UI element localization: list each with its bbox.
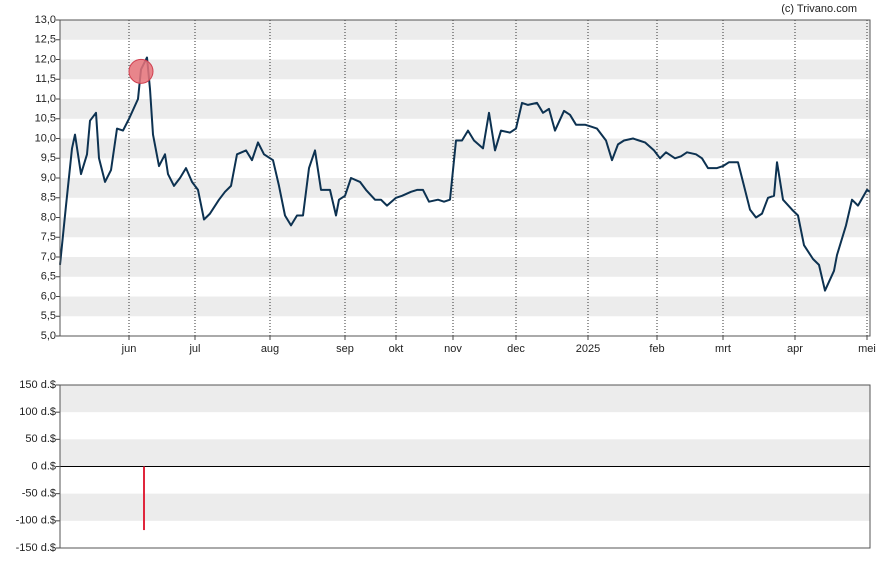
x-tick-label: okt (389, 343, 404, 355)
x-tick-label: nov (444, 343, 462, 355)
price-line (59, 56, 871, 292)
y-tick-label: 11,0 (35, 93, 56, 105)
y-tick-label: 11,5 (35, 73, 56, 85)
x-tick-label: jul (188, 343, 200, 355)
x-tick-label: aug (261, 343, 279, 355)
x-tick-label: mrt (715, 343, 731, 355)
grid-band (60, 138, 870, 159)
y-tick-label: 9,0 (41, 172, 56, 184)
x-tick-label: feb (649, 343, 664, 355)
grid-band (60, 178, 870, 198)
y-tick-label: -100 d.$ (16, 515, 56, 527)
y-tick-label: 50 d.$ (25, 433, 56, 445)
y-tick-label: 6,0 (41, 290, 56, 302)
y-tick-label: 5,5 (41, 310, 56, 322)
grid-band (60, 296, 870, 317)
x-tick-label: sep (336, 343, 354, 355)
y-tick-label: 0 d.$ (32, 460, 56, 472)
plot-frame (59, 384, 871, 549)
x-tick-label: 2025 (576, 343, 600, 355)
x-tick-label: mei (858, 343, 876, 355)
y-tick-label: 13,0 (35, 14, 56, 26)
grid-band (60, 59, 870, 80)
y-tick-label: 5,0 (41, 330, 56, 342)
y-tick-label: 10,5 (35, 113, 56, 125)
grid-band (60, 99, 870, 119)
grid-band (60, 493, 870, 521)
y-tick-label: 10,0 (35, 132, 56, 144)
plot-frame (59, 19, 871, 337)
grid-band (60, 385, 870, 413)
y-tick-label: 150 d.$ (19, 379, 56, 391)
y-tick-label: -50 d.$ (22, 488, 56, 500)
grid-band (60, 20, 870, 40)
y-tick-label: 6,5 (41, 271, 56, 283)
grid-band (60, 439, 870, 467)
y-tick-label: 8,0 (41, 211, 56, 223)
x-tick-label: dec (507, 343, 525, 355)
highlight-marker (128, 58, 154, 84)
y-tick-label: 100 d.$ (19, 406, 56, 418)
y-tick-label: 7,0 (41, 251, 56, 263)
y-tick-label: 7,5 (41, 231, 56, 243)
grid-band (60, 217, 870, 238)
y-tick-label: 8,5 (41, 192, 56, 204)
credit: (c) Trivano.com (781, 3, 857, 15)
y-tick-label: 9,5 (41, 152, 56, 164)
x-tick-label: jun (121, 343, 137, 355)
grid-band (60, 257, 870, 277)
y-tick-label: 12,0 (35, 53, 56, 65)
x-tick-label: apr (787, 343, 803, 355)
y-tick-label: 12,5 (35, 34, 56, 46)
y-tick-label: -150 d.$ (16, 542, 56, 554)
